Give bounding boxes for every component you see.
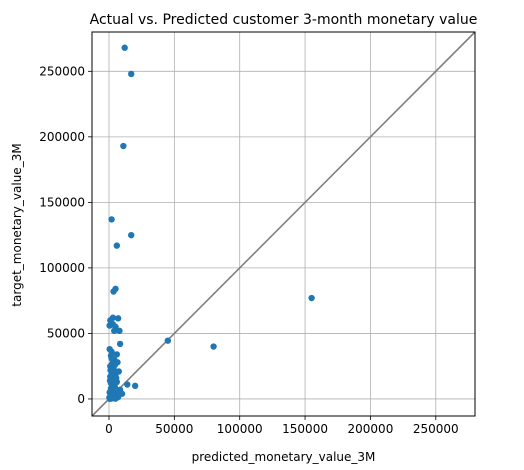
x-tick-label-5: 250000	[413, 422, 459, 436]
data-point-3	[108, 216, 115, 223]
x-tick-label-4: 200000	[348, 422, 394, 436]
data-point-15	[111, 327, 118, 335]
data-points	[106, 44, 315, 403]
data-point-1	[128, 70, 135, 78]
chart-title: Actual vs. Predicted customer 3-month mo…	[90, 12, 478, 28]
y-axis-ticks: 0 50000 100000 150000 200000 250000	[39, 64, 92, 406]
data-point-17	[164, 337, 172, 344]
x-tick-label-1: 50000	[155, 422, 193, 436]
data-point-57	[108, 355, 115, 362]
data-point-2	[120, 142, 127, 150]
reference-line	[91, 31, 476, 417]
data-point-0	[121, 44, 128, 51]
data-point-58	[113, 351, 121, 358]
data-point-50	[106, 395, 114, 403]
data-point-10	[114, 315, 122, 322]
y-tick-label-3: 150000	[39, 195, 85, 209]
x-axis-label: predicted_monetary_value_3M	[192, 450, 376, 464]
y-tick-label-0: 0	[77, 392, 85, 406]
grid-lines	[92, 32, 475, 416]
y-tick-label-2: 100000	[39, 261, 85, 275]
y-axis-label: target_monetary_value_3M	[10, 143, 24, 306]
y-tick-label-4: 200000	[39, 130, 85, 144]
x-tick-label-0: 0	[105, 422, 113, 436]
data-point-55	[106, 377, 114, 384]
data-point-52	[109, 382, 116, 390]
y-tick-label-5: 250000	[39, 64, 85, 78]
data-point-35	[131, 382, 139, 390]
data-point-16	[116, 327, 123, 335]
x-axis-ticks: 0 50000 100000 150000 200000 250000	[105, 416, 459, 436]
x-tick-label-3: 150000	[282, 422, 328, 436]
data-point-4	[128, 231, 135, 239]
reference-line-layer	[91, 31, 476, 417]
data-point-34	[124, 381, 131, 388]
data-point-49	[112, 395, 119, 402]
data-point-7	[110, 288, 117, 295]
data-point-19	[210, 343, 217, 350]
data-point-56	[111, 361, 119, 369]
plot-frame	[91, 31, 476, 417]
data-point-5	[113, 242, 121, 249]
x-tick-label-2: 100000	[217, 422, 263, 436]
y-tick-label-1: 50000	[47, 326, 85, 340]
data-point-18	[116, 340, 124, 348]
data-point-8	[308, 294, 315, 302]
data-point-59	[107, 366, 114, 374]
data-point-54	[110, 372, 117, 379]
